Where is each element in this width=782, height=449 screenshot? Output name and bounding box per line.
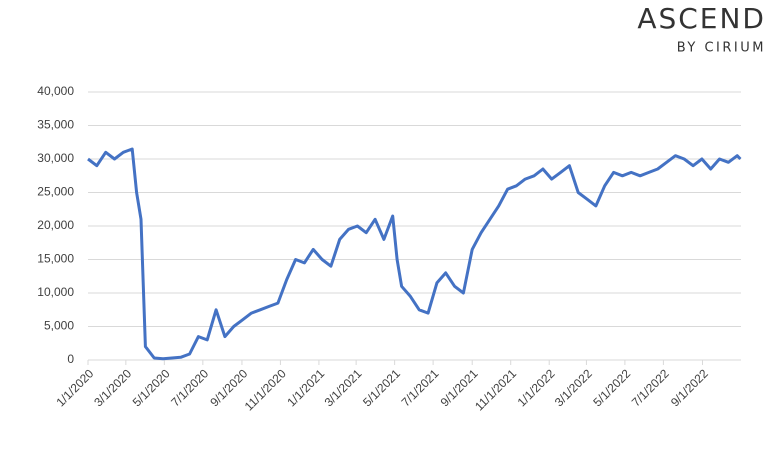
y-tick-label: 0 [67,352,74,366]
x-tick-label: 3/1/2021 [322,366,365,409]
y-tick-label: 5,000 [44,319,74,333]
logo-tagline: BY CIRIUM [677,41,766,56]
x-tick-label: 3/1/2020 [91,366,134,409]
x-tick-label: 3/1/2022 [552,366,595,409]
y-tick-label: 20,000 [37,218,74,232]
y-tick-label: 10,000 [37,285,74,299]
x-tick-label: 11/1/2021 [472,366,519,413]
y-tick-label: 40,000 [37,84,74,98]
x-tick-label: 9/1/2022 [668,366,711,409]
x-tick-label: 1/1/2022 [515,366,558,409]
x-tick-label: 7/1/2022 [629,366,672,409]
x-tick-label: 5/1/2022 [590,366,633,409]
y-tick-label: 30,000 [37,151,74,165]
x-tick-label: 5/1/2021 [360,366,403,409]
logo-name: ASCEND [637,2,766,35]
x-tick-label: 7/1/2020 [168,366,211,409]
y-tick-label: 15,000 [37,252,74,266]
x-tick-label: 7/1/2021 [399,366,442,409]
x-tick-label: 1/1/2021 [284,366,327,409]
line [87,147,742,361]
x-tick-label: 1/1/2020 [53,366,96,409]
x-tick-label: 11/1/2020 [242,366,289,413]
y-tick-label: 25,000 [37,185,74,199]
x-tick-label: 5/1/2020 [130,366,173,409]
y-tick-label: 35,000 [37,118,74,132]
